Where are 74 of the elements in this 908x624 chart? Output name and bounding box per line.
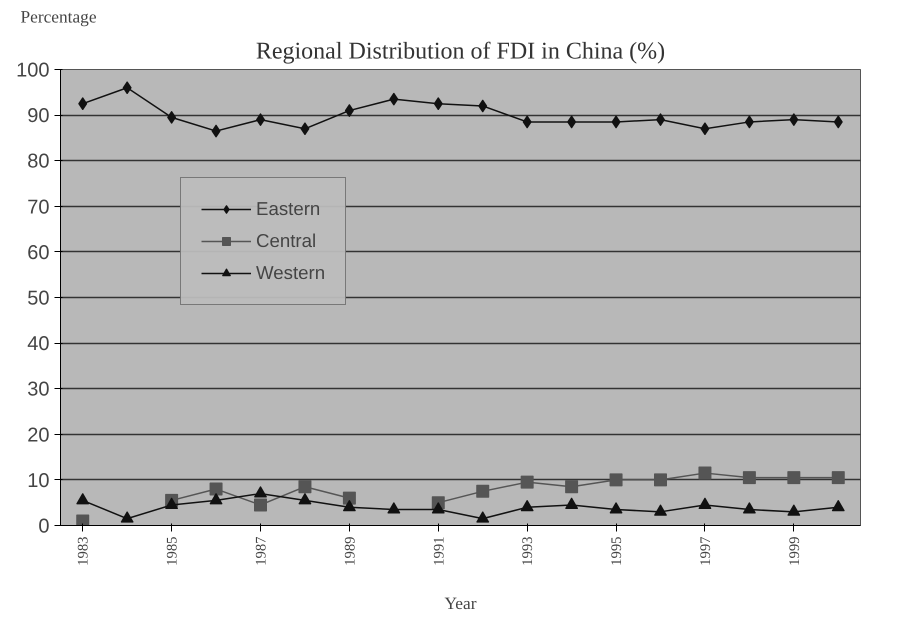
- y-axis-title: Percentage: [20, 8, 97, 26]
- point: [78, 97, 88, 110]
- y-tick-label: 0: [38, 516, 50, 538]
- chart-title: Regional Distribution of FDI in China (%): [256, 38, 666, 64]
- legend-label: Western: [256, 262, 326, 284]
- y-tick-label: 80: [27, 150, 50, 173]
- point: [787, 504, 800, 516]
- point: [298, 480, 312, 494]
- point: [520, 476, 534, 489]
- point: [654, 504, 667, 516]
- point: [476, 511, 490, 523]
- point: [300, 122, 310, 136]
- point: [212, 124, 221, 138]
- x-tick-label: 1985: [164, 536, 181, 566]
- point: [478, 99, 488, 112]
- point: [254, 486, 267, 498]
- x-tick-label: 1993: [520, 536, 536, 566]
- point: [610, 502, 623, 514]
- point: [298, 492, 312, 504]
- y-tick-label: 30: [27, 378, 50, 401]
- x-tick-label: 1991: [431, 536, 448, 566]
- point: [520, 500, 534, 512]
- point: [254, 498, 267, 512]
- x-tick-label: 1987: [254, 536, 270, 566]
- point: [522, 115, 532, 128]
- point: [742, 471, 756, 484]
- point: [210, 492, 223, 504]
- x-tick-label: 1989: [342, 536, 358, 566]
- point: [476, 484, 490, 498]
- point: [120, 511, 134, 523]
- point: [342, 500, 356, 512]
- y-tick-label: 60: [27, 242, 50, 264]
- point: [698, 498, 712, 509]
- point: [434, 97, 443, 110]
- point: [165, 498, 178, 509]
- point: [344, 104, 354, 118]
- x-tick-label: 1995: [609, 536, 626, 566]
- y-tick-label: 20: [27, 424, 50, 446]
- point: [167, 110, 176, 124]
- point: [389, 92, 398, 106]
- x-tick-label: 1999: [786, 536, 803, 566]
- point: [744, 115, 754, 128]
- y-tick-label: 40: [27, 333, 50, 356]
- point: [567, 115, 576, 128]
- point: [832, 471, 845, 484]
- point: [700, 122, 710, 136]
- point: [698, 466, 712, 480]
- x-axis-title: Year: [444, 594, 477, 613]
- point: [342, 492, 356, 505]
- y-tick-label: 70: [27, 196, 50, 218]
- x-tick-label: 1997: [698, 536, 714, 566]
- y-tick-label: 10: [27, 470, 50, 492]
- point: [565, 498, 578, 509]
- x-tick-label: 1983: [76, 536, 92, 566]
- point: [432, 502, 445, 514]
- point: [742, 502, 756, 514]
- point: [76, 514, 90, 526]
- point: [789, 113, 798, 126]
- point: [832, 500, 845, 512]
- point: [565, 480, 578, 494]
- y-tick-label: 100: [16, 60, 50, 82]
- point: [387, 502, 400, 514]
- legend-label: Eastern: [256, 198, 320, 220]
- point: [787, 471, 800, 484]
- point: [834, 115, 843, 128]
- point: [76, 492, 90, 504]
- point: [122, 81, 132, 94]
- point: [654, 473, 667, 486]
- y-tick-label: 90: [27, 105, 50, 128]
- y-tick-label: 50: [27, 288, 50, 310]
- point: [210, 482, 223, 496]
- point: [612, 115, 621, 128]
- legend-label: Central: [256, 230, 316, 252]
- point: [610, 473, 623, 486]
